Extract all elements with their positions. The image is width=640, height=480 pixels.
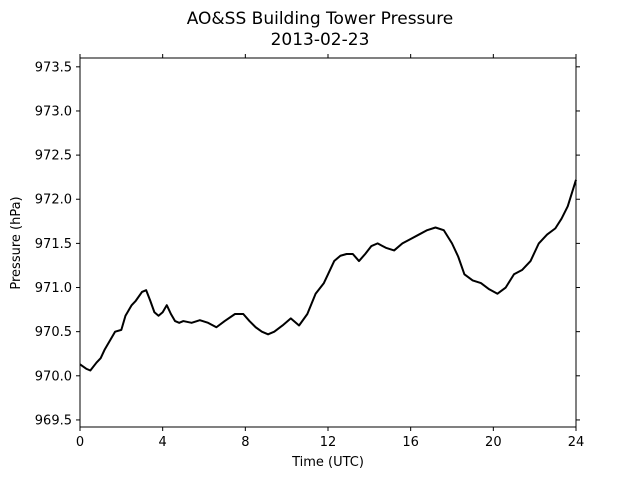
series-layer (79, 179, 577, 372)
plot-area: 0 4 8 12 16 20 24 969.5 970.0 970.5 971.0 971.5 972… (35, 54, 584, 450)
series-line-0 (79, 179, 577, 372)
y-axis-label: Pressure (hPa) (9, 196, 24, 289)
y-tick-label: 972.0 (35, 193, 72, 208)
x-axis-label: Time (UTC) (291, 455, 364, 470)
chart-subtitle: 2013-02-23 (271, 30, 370, 50)
plot-frame (79, 57, 577, 428)
y-tick-label: 969.5 (35, 413, 72, 428)
y-tick-label: 970.0 (35, 369, 72, 384)
x-tick-label: 12 (320, 435, 337, 450)
y-tick-label: 973.5 (35, 60, 72, 75)
x-tick-label: 8 (241, 435, 249, 450)
x-tick-label: 0 (76, 435, 84, 450)
x-tick-label: 20 (485, 435, 502, 450)
y-tick-label: 972.5 (35, 149, 72, 164)
y-axis-ticks: 969.5 970.0 970.5 971.0 971.5 972.0 972.5 973.0… (35, 60, 580, 428)
x-tick-label: 24 (568, 435, 585, 450)
y-tick-label: 971.5 (35, 237, 72, 252)
y-tick-label: 971.0 (35, 281, 72, 296)
y-tick-label: 973.0 (35, 104, 72, 119)
x-tick-label: 4 (159, 435, 167, 450)
chart-title: AO&SS Building Tower Pressure (187, 9, 454, 29)
x-tick-label: 16 (402, 435, 419, 450)
y-tick-label: 970.5 (35, 325, 72, 340)
x-axis-ticks: 0 4 8 12 16 20 24 (76, 54, 584, 450)
